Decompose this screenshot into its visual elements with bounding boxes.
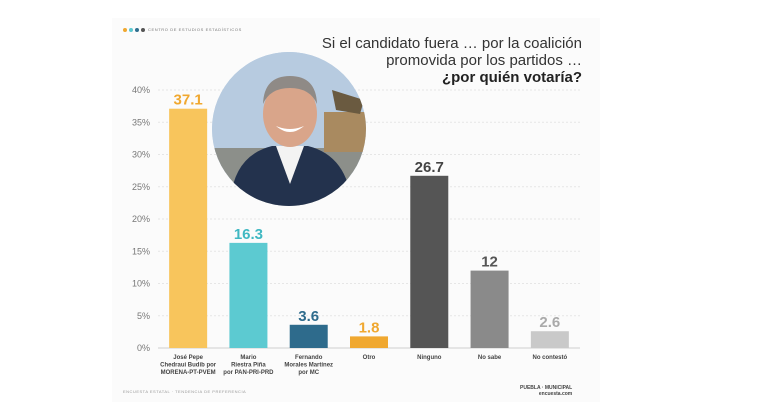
y-tick-label: 15% (132, 246, 150, 256)
data-label: 2.6 (539, 314, 560, 331)
category-label: Chedraui Budib por (160, 363, 217, 369)
footer-brand: PUEBLA · MUNICIPAL encuesta.com (520, 385, 572, 397)
y-tick-label: 10% (132, 279, 150, 289)
data-label: 12 (481, 254, 498, 271)
data-label: 1.8 (359, 319, 380, 336)
brand-name: CENTRO DE ESTUDIOS ESTADÍSTICOS (148, 27, 242, 32)
y-tick-label: 35% (132, 117, 150, 127)
bar (410, 175, 449, 348)
bar (289, 324, 328, 348)
category-label: por PAN-PRI-PRD (223, 370, 274, 376)
y-tick-label: 25% (132, 182, 150, 192)
bar (169, 108, 208, 348)
category-label: No contestó (533, 355, 568, 361)
question-line-1: Si el candidato fuera … por la coalición (321, 35, 582, 52)
y-tick-label: 30% (132, 150, 150, 160)
category-label: por MC (298, 370, 319, 376)
bar (470, 270, 509, 348)
y-tick-label: 20% (132, 214, 150, 224)
bar (350, 336, 388, 348)
bar (530, 331, 569, 348)
chart-question: Si el candidato fuera … por la coalición… (322, 35, 582, 86)
category-label: Ninguno (417, 355, 442, 361)
candidate-portrait-icon (212, 52, 366, 206)
bar (229, 242, 268, 348)
category-label: Morales Martínez (284, 363, 333, 369)
footer-brand-line-1: PUEBLA · MUNICIPAL (520, 385, 573, 391)
category-label: MORENA-PT-PVEM (161, 370, 216, 376)
footer-brand-line-2: encuesta.com (538, 391, 573, 397)
data-label: 16.3 (234, 226, 263, 243)
category-label: Mario (240, 355, 256, 361)
category-label: Fernando (295, 355, 323, 361)
data-label: 3.6 (298, 308, 319, 325)
candidate-photo (212, 52, 366, 206)
y-tick-label: 0% (137, 343, 150, 353)
category-label: José Pepe (173, 355, 203, 361)
data-label: 37.1 (174, 92, 203, 109)
y-tick-label: 5% (137, 311, 150, 321)
question-line-3: ¿por quién votaría? (441, 69, 582, 86)
question-line-2: promovida por los partidos … (386, 52, 582, 69)
footer-note: ENCUESTA ESTATAL · TENDENCIA DE PREFEREN… (123, 389, 247, 394)
category-label: No sabe (478, 355, 502, 361)
category-label: Otro (363, 355, 376, 361)
y-tick-label: 40% (132, 85, 150, 95)
brand-logo-icon (123, 27, 145, 32)
data-label: 26.7 (415, 159, 444, 176)
brand-header: CENTRO DE ESTUDIOS ESTADÍSTICOS (123, 27, 242, 32)
category-label: Riestra Piña (231, 363, 266, 369)
